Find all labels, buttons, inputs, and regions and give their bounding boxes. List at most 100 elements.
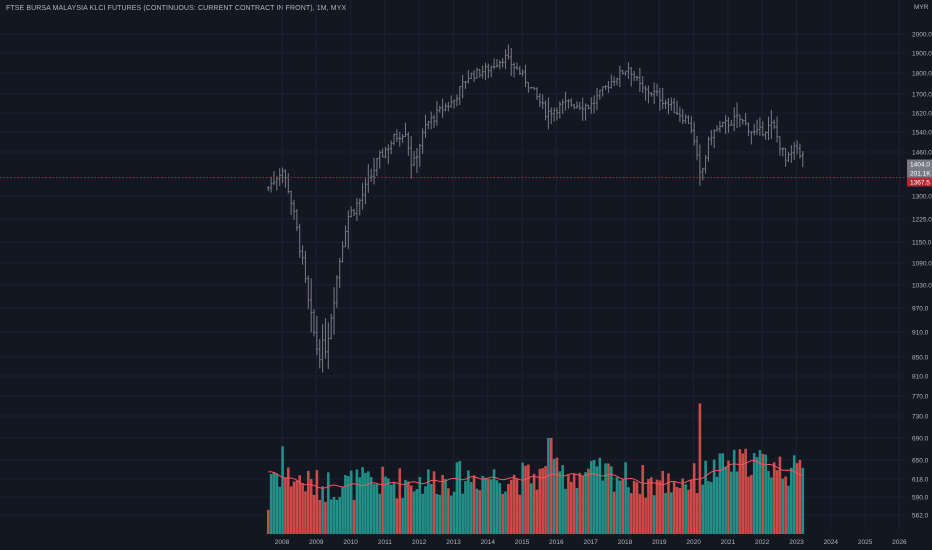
price-tick-label: 1150.0 [912,240,932,247]
volume-bar [532,473,536,534]
volume-bar [801,467,805,534]
volume-bar [381,466,384,534]
volume-bar [407,481,410,534]
volume-bar [472,475,476,534]
year-tick-label: 2023 [789,539,804,546]
volume-bar [409,485,413,534]
volume-bar [604,463,607,534]
volume-bar [552,458,556,534]
volume-bar [518,494,522,534]
volume-bar [469,482,473,534]
volume-bar [772,462,776,534]
volume-bar [758,450,762,534]
volume-bar [549,438,553,534]
volume-bar [487,478,490,534]
volume-bar [369,477,373,534]
volume-bar [778,456,782,534]
volume-bar [432,471,436,534]
volume-bar [704,460,707,534]
volume-bar [352,499,356,534]
volume-bar [744,448,747,534]
volume-bar [347,476,350,534]
volume-bar [527,464,530,534]
volume-bar [649,477,653,534]
volume-bar [286,467,290,534]
volume-bar [272,472,276,534]
price-tick-label: 562.0 [912,513,929,520]
volume-bar [458,461,462,534]
volume-bar [618,480,622,534]
chart-title: FTSE BURSA MALAYSIA KLCI FUTURES (CONTIN… [6,5,347,12]
price-tick-label: 690.0 [912,436,929,443]
volume-bar [638,493,642,534]
volume-bar [615,477,619,534]
volume-bar [595,466,599,534]
volume-bar [421,493,424,534]
year-tick-label: 2008 [275,539,290,546]
price-tick-label: 810.0 [912,374,929,381]
volume-bar [315,470,319,534]
price-tick-label: 1225.0 [912,217,932,224]
volume-bar [444,479,447,534]
volume-bar [675,486,679,534]
volume-bar [501,493,504,534]
price-tick-label: 1460.0 [912,150,932,157]
volume-bar [392,482,396,534]
volume-bar [341,487,344,534]
volume-bar [607,463,610,534]
price-tick-label: 1540.0 [912,130,932,137]
volume-bar [295,480,299,534]
volume-bar [684,484,687,534]
price-tick-label: 1030.0 [912,283,932,290]
year-tick-label: 2024 [824,539,839,546]
volume-bar [367,471,370,534]
volume-bar [681,478,685,534]
price-tick-label: 970.0 [912,306,929,313]
volume-bar [495,480,499,534]
volume-bar [395,498,399,534]
volume-bar [538,468,542,534]
volume-bar [795,463,799,534]
volume-bar [592,459,596,534]
volume-bar [375,483,379,534]
volume-bar [441,475,444,534]
volume-bar [449,495,453,534]
volume-bar [321,486,324,534]
volume-bar [292,481,296,534]
volume-bar [721,453,725,534]
volume-bar [715,476,719,534]
year-tick-label: 2019 [652,539,667,546]
volume-bar [695,493,699,534]
price-tick-label: 850.0 [912,355,929,362]
volume-bar [787,485,790,534]
volume-bar [281,446,284,534]
price-tick-label: 1300.0 [912,194,932,201]
volume-bar [452,491,456,534]
volume-bar [389,484,393,534]
volume-bar [401,498,404,534]
volume-bar [712,459,716,534]
year-tick-label: 2015 [515,539,530,546]
volume-bar [601,480,605,534]
volume-bar [415,489,419,534]
volume-bar [387,478,390,534]
volume-bar [275,473,279,534]
year-tick-label: 2022 [755,539,770,546]
volume-bar [655,479,659,534]
volume-bar [512,474,516,534]
volume-bar [612,491,616,534]
volume-bar [561,465,564,534]
volume-bar [790,467,793,534]
volume-bar [524,465,527,534]
volume-bar [698,403,702,534]
volume-bar [324,501,327,534]
volume-bar [429,483,433,534]
price-tick-label: 2000.0 [912,32,932,39]
volume-bar [269,474,273,534]
volume-bar [427,469,430,534]
volume-bar [364,472,367,534]
volume-bar [584,472,587,534]
volume-bar [589,461,593,534]
year-tick-label: 2013 [446,539,461,546]
